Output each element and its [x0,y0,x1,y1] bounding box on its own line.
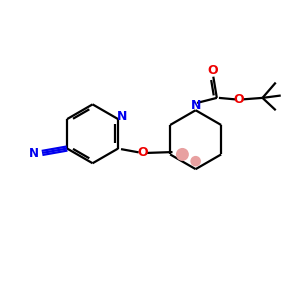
Text: O: O [137,146,148,159]
Text: N: N [29,147,39,160]
Circle shape [176,148,189,161]
Text: N: N [117,110,127,123]
Text: O: O [234,93,244,106]
Text: O: O [207,64,218,77]
Circle shape [190,156,201,166]
Text: N: N [191,99,202,112]
